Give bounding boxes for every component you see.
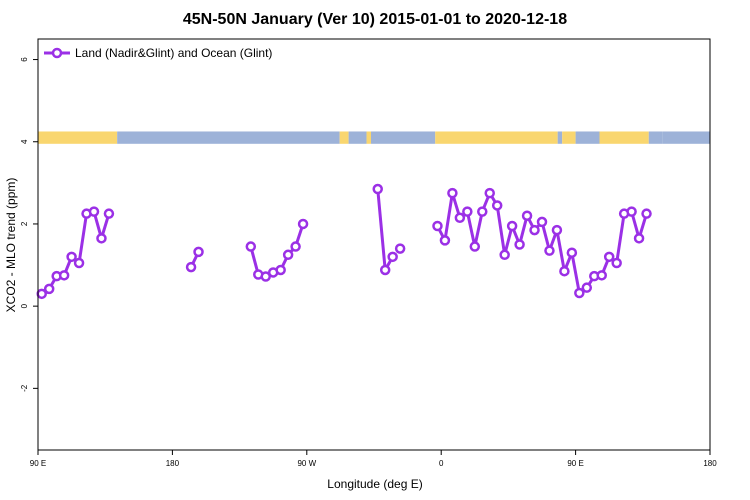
data-point [290, 241, 301, 252]
data-point [193, 246, 204, 258]
data-point [73, 257, 85, 269]
band-segment-ocean [371, 131, 436, 144]
data-point [529, 224, 540, 236]
y-tick-label: 4 [20, 139, 29, 144]
data-point [185, 261, 197, 273]
chart-title: 45N-50N January (Ver 10) 2015-01-01 to 2… [183, 11, 567, 28]
band-segment-ocean [117, 131, 340, 144]
y-tick-label: 6 [20, 57, 29, 62]
data-point [379, 264, 391, 276]
data-point [484, 187, 495, 199]
legend-marker-swatch [51, 47, 63, 59]
band-segment-land [339, 131, 349, 144]
band-segment-land [562, 131, 576, 144]
data-point [66, 251, 77, 263]
data-point [499, 249, 510, 261]
data-point [394, 243, 406, 254]
data-point [387, 251, 398, 263]
x-tick-label: 180 [166, 459, 180, 468]
x-axis-label: Longitude (deg E) [327, 477, 422, 491]
data-point [96, 233, 107, 244]
data-point [447, 187, 458, 199]
data-point [544, 245, 555, 256]
data-point [559, 265, 570, 277]
data-point [581, 282, 593, 293]
x-tick-label: 180 [703, 459, 717, 468]
data-point [477, 206, 488, 217]
data-point [574, 287, 585, 299]
y-tick-label: 2 [20, 221, 29, 226]
band-segment-land [38, 131, 118, 144]
data-point [611, 257, 622, 269]
series-lines [40, 188, 648, 296]
data-point [372, 183, 383, 195]
data-point [245, 241, 257, 252]
band-segment-land [435, 131, 558, 144]
band-segment-ocean [557, 131, 563, 144]
y-axis-label: XCO2 - MLO trend (ppm) [4, 178, 18, 313]
data-point [58, 270, 70, 281]
data-point [282, 249, 294, 261]
data-point [260, 271, 271, 282]
data-point [633, 233, 645, 244]
band-segment-ocean [575, 131, 600, 144]
x-tick-label: 0 [439, 459, 444, 468]
data-point [596, 270, 607, 281]
data-point [297, 218, 309, 230]
data-point [491, 200, 503, 211]
data-point [603, 251, 615, 263]
y-tick-label: -2 [20, 384, 29, 392]
x-tick-label: 90 E [30, 459, 46, 468]
data-point [566, 247, 578, 258]
data-point [43, 283, 55, 295]
data-point [551, 224, 563, 236]
y-tick-label: 0 [20, 303, 29, 308]
data-point [626, 206, 637, 217]
band-segment-land [599, 131, 649, 144]
legend: Land (Nadir&Glint) and Ocean (Glint) [44, 46, 272, 60]
data-point [469, 241, 481, 252]
data-point [432, 220, 443, 232]
series-points [36, 183, 652, 300]
data-point [454, 212, 466, 224]
x-tick-label: 90 E [567, 459, 583, 468]
data-point [275, 264, 286, 276]
data-point [439, 235, 451, 246]
band-segment-land [366, 131, 372, 144]
data-point [521, 210, 533, 221]
data-point [88, 206, 100, 217]
series-line-segment [40, 210, 111, 296]
band-segment-ocean [348, 131, 367, 144]
data-point [103, 208, 115, 219]
band-segment-ocean [648, 131, 663, 144]
land-ocean-band [38, 131, 710, 144]
x-tick-label: 90 W [297, 459, 316, 468]
legend-label: Land (Nadir&Glint) and Ocean (Glint) [75, 46, 272, 60]
data-point [641, 208, 652, 219]
axes: 90 E 180 90 W 0 90 E 180 -2 0 2 4 6 [20, 57, 717, 468]
band-segment-ocean [662, 131, 710, 144]
data-point [536, 216, 548, 228]
plot-frame [37, 38, 711, 451]
data-point [462, 206, 473, 217]
data-point [506, 220, 518, 232]
data-point [514, 239, 525, 250]
